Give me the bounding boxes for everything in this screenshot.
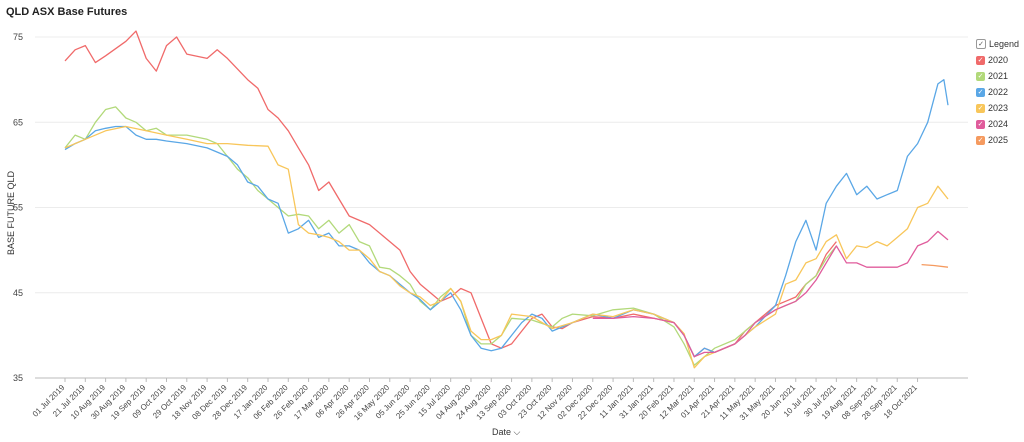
legend-item-label: 2025 [988, 135, 1009, 145]
y-tick-label: 75 [13, 32, 23, 42]
y-axis-label: BASE FUTURE QLD [6, 170, 16, 255]
checkbox-icon[interactable]: ✓ [976, 55, 985, 65]
legend-item-label: 2020 [988, 55, 1009, 65]
chart-title: QLD ASX Base Futures [6, 6, 128, 18]
checkbox-icon[interactable]: ✓ [976, 135, 985, 145]
legend-item-2021[interactable]: ✓ 2021 [976, 68, 1019, 84]
legend-header[interactable]: ✓ Legend [976, 36, 1019, 52]
series-line-2021 [64, 106, 837, 366]
legend-item-label: 2024 [988, 119, 1009, 129]
legend-item-label: 2021 [988, 71, 1009, 81]
checkbox-icon[interactable]: ✓ [976, 87, 985, 97]
series-line-2023 [64, 125, 949, 369]
checkbox-icon[interactable]: ✓ [976, 119, 985, 129]
series-line-2024 [592, 230, 949, 358]
y-tick-label: 45 [13, 288, 23, 298]
checkbox-icon[interactable]: ✓ [976, 39, 986, 49]
series-line-2025 [921, 263, 949, 268]
checkbox-icon[interactable]: ✓ [976, 103, 985, 113]
legend-item-2023[interactable]: ✓ 2023 [976, 100, 1019, 116]
series-line-2020 [64, 30, 837, 358]
legend-item-2024[interactable]: ✓ 2024 [976, 116, 1019, 132]
x-axis-label[interactable]: Date ⌵ [492, 427, 521, 437]
legend-item-label: 2023 [988, 103, 1009, 113]
legend-item-label: 2022 [988, 87, 1009, 97]
y-tick-label: 55 [13, 203, 23, 213]
y-tick-label: 65 [13, 117, 23, 127]
legend-item-2020[interactable]: ✓ 2020 [976, 52, 1019, 68]
legend: ✓ Legend ✓ 2020 ✓ 2021 ✓ 2022 ✓ 2023 ✓ 2024 ✓ 2025 [976, 36, 1019, 148]
y-tick-label: 35 [13, 373, 23, 383]
legend-title: Legend [989, 39, 1020, 49]
series-line-2022 [64, 79, 949, 358]
legend-item-2022[interactable]: ✓ 2022 [976, 84, 1019, 100]
legend-item-2025[interactable]: ✓ 2025 [976, 132, 1019, 148]
checkbox-icon[interactable]: ✓ [976, 71, 985, 81]
